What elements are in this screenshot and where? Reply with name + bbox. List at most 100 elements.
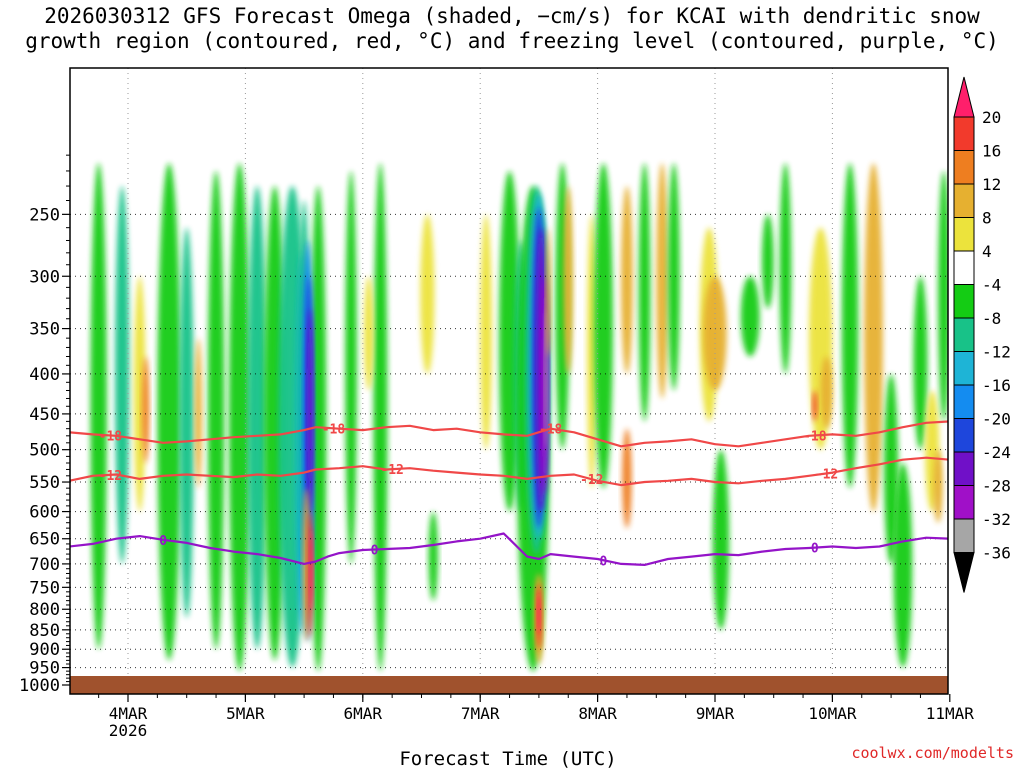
contour-freezing-0 xyxy=(70,532,948,566)
omega-cell-49 xyxy=(812,390,818,422)
omega-core-b-9 xyxy=(545,227,551,357)
y-tick-label-800: 800 xyxy=(29,600,60,620)
credit-link[interactable]: coolwx.com/modelts xyxy=(851,744,1014,762)
colorbar-label--16: -16 xyxy=(982,376,1011,395)
omega-cell-2 xyxy=(133,276,146,512)
y-tick-label-600: 600 xyxy=(29,503,60,523)
omega-cell-26 xyxy=(587,214,597,489)
omega-cell-1 xyxy=(115,186,130,564)
contour-label--18-0: -18 xyxy=(99,429,123,444)
contour-label-0-3: 0 xyxy=(811,542,819,557)
colorbar-label--32: -32 xyxy=(982,510,1011,529)
omega-cell-29 xyxy=(638,163,651,422)
x-axis-label: Forecast Time (UTC) xyxy=(399,748,616,768)
x-tick-label-7: 7MAR xyxy=(461,704,500,723)
colorbar-swatch-11 xyxy=(953,451,975,486)
colorbar-swatch-5 xyxy=(953,250,975,285)
omega-cell-9 xyxy=(247,186,267,650)
omega-cell-35 xyxy=(740,276,760,357)
y-tick-label-500: 500 xyxy=(29,441,60,461)
colorbar-bottom-arrow xyxy=(953,552,975,593)
omega-cell-27 xyxy=(594,163,613,489)
y-axis: 2503003504004505005506006507007508008509… xyxy=(19,154,70,696)
colorbar-swatch-2 xyxy=(953,150,975,185)
colorbar-swatch-6 xyxy=(953,284,975,319)
omega-cell-47 xyxy=(933,449,943,523)
plot-frame xyxy=(69,67,949,695)
omega-cell-3 xyxy=(142,356,150,463)
colorbar-label-12: 12 xyxy=(982,175,1001,194)
colorbar-swatch-1 xyxy=(953,116,975,151)
contour-label-0-2: 0 xyxy=(600,554,608,569)
colorbar-label--36: -36 xyxy=(982,544,1011,563)
y-tick-label-300: 300 xyxy=(29,267,60,287)
omega-cell-5 xyxy=(179,227,194,618)
omega-cell-8 xyxy=(228,163,251,672)
omega-cell-36 xyxy=(761,214,774,309)
omega-cell-31 xyxy=(668,163,680,391)
colorbar-label--28: -28 xyxy=(982,477,1011,496)
ground-terrain xyxy=(70,676,948,694)
contour-dendritic--12 xyxy=(70,456,948,487)
contour-label--18-3: -18 xyxy=(803,429,827,444)
colorbar-label-8: 8 xyxy=(982,209,992,228)
x-year-label: 2026 xyxy=(109,721,148,740)
colorbar-label-4: 4 xyxy=(982,242,992,261)
omega-cell-43 xyxy=(893,462,913,668)
x-tick-label-10: 10MAR xyxy=(808,704,857,723)
y-tick-label-850: 850 xyxy=(29,621,60,641)
y-tick-label-900: 900 xyxy=(29,640,60,660)
omega-cell-41 xyxy=(864,163,883,512)
contour-label-0-1: 0 xyxy=(371,544,379,559)
x-tick-label-9: 9MAR xyxy=(696,704,735,723)
omega-core-a-2 xyxy=(307,308,313,512)
contour-label--12-1: -12 xyxy=(380,463,403,478)
omega-cell-17 xyxy=(363,276,374,391)
y-tick-label-950: 950 xyxy=(29,659,60,679)
colorbar-label--12: -12 xyxy=(982,343,1011,362)
colorbar-swatch-7 xyxy=(953,317,975,352)
omega-cell-16 xyxy=(373,163,388,672)
chart-title-line-1: 2026030312 GFS Forecast Omega (shaded, −… xyxy=(44,4,980,28)
omega-core-a-5 xyxy=(309,528,313,610)
omega-cell-30 xyxy=(656,163,669,399)
x-tick-label-11: 11MAR xyxy=(926,704,975,723)
colorbar-top-arrow xyxy=(953,76,975,118)
omega-cell-44 xyxy=(913,276,928,450)
x-tick-label-8: 8MAR xyxy=(578,704,617,723)
colorbar-swatch-9 xyxy=(953,384,975,419)
omega-cell-37 xyxy=(779,163,792,374)
y-tick-label-750: 750 xyxy=(29,578,60,598)
colorbar-label--24: -24 xyxy=(982,443,1011,462)
y-tick-label-700: 700 xyxy=(29,555,60,575)
colorbar-swatch-4 xyxy=(953,217,975,252)
contour-dendritic--18 xyxy=(70,420,948,448)
omega-cell-25 xyxy=(563,186,573,374)
omega-cell-14 xyxy=(309,186,327,672)
y-tick-label-650: 650 xyxy=(29,530,60,550)
omega-cell-39 xyxy=(820,356,833,429)
contour-label--18-1: -18 xyxy=(322,422,346,437)
colorbar-swatch-3 xyxy=(953,183,975,218)
contour-label--12-2: -12 xyxy=(580,473,603,488)
omega-cell-34 xyxy=(712,449,730,630)
omega-cell-6 xyxy=(194,338,202,489)
y-tick-label-350: 350 xyxy=(29,320,60,340)
omega-cell-48 xyxy=(622,428,632,529)
colorbar-swatch-13 xyxy=(953,518,975,553)
omega-cell-21 xyxy=(480,214,492,450)
contour-lines: -18 -18 -18 -18 -12 -12 -12 -12 0 0 0 0 xyxy=(70,420,948,569)
chart-title-line-2: growth region (contoured, red, °C) and f… xyxy=(25,29,999,53)
contour-label--12-3: -12 xyxy=(815,467,838,482)
omega-core-b-5 xyxy=(544,308,548,450)
colorbar-swatch-8 xyxy=(953,351,975,386)
x-tick-label-6: 6MAR xyxy=(344,704,383,723)
omega-cell-28 xyxy=(621,186,633,374)
colorbar-label-20: 20 xyxy=(982,108,1001,127)
omega-cell-4 xyxy=(157,163,181,661)
x-tick-label-4: 4MAR xyxy=(109,704,148,723)
y-tick-label-250: 250 xyxy=(29,205,60,225)
omega-core-b-8 xyxy=(537,591,541,634)
omega-cell-0 xyxy=(90,163,107,650)
